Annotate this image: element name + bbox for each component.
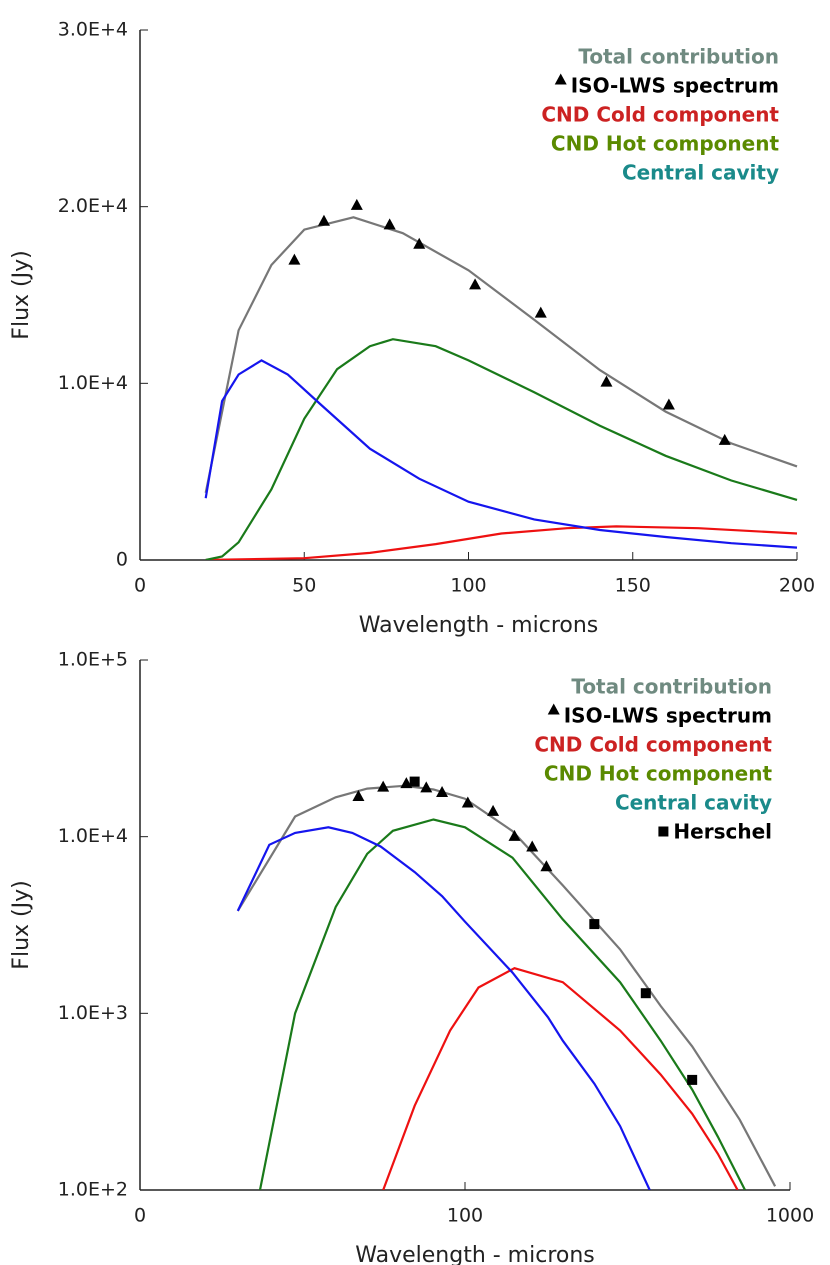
scatter-point: [436, 785, 449, 797]
scatter-point: [409, 776, 420, 787]
x-tick-label: 0: [134, 1205, 146, 1227]
legend-label: CND Cold component: [534, 733, 772, 757]
y-tick-label: 3.0E+4: [58, 19, 128, 41]
scatter-point: [662, 398, 675, 410]
legend-label: ISO-LWS spectrum: [564, 704, 772, 728]
line-series: [258, 818, 746, 1190]
legend-label: Total contribution: [571, 675, 772, 699]
scatter-point: [718, 433, 731, 445]
y-tick-label: 1.0E+4: [58, 372, 128, 394]
scatter-point: [600, 375, 613, 387]
x-tick-label: 1000: [766, 1205, 814, 1227]
scatter-point: [352, 789, 365, 801]
scatter-point: [469, 278, 482, 290]
scatter-point: [350, 198, 363, 210]
scatter-point: [640, 988, 651, 999]
x-axis-label: Wavelength - microns: [355, 1243, 595, 1265]
scatter-point: [383, 218, 396, 230]
legend-marker: [554, 73, 567, 85]
scatter-point: [589, 919, 600, 930]
scatter-point: [540, 860, 553, 872]
x-tick-label: 200: [779, 575, 815, 597]
line-series: [382, 967, 739, 1190]
scatter-point: [461, 796, 474, 808]
scatter-point: [400, 777, 413, 789]
y-tick-label: 1.0E+5: [58, 649, 128, 671]
legend-marker: [547, 703, 560, 715]
y-tick-label: 1.0E+2: [58, 1179, 128, 1201]
chart: 1.0E+2 1.0E+3 1.0E+4 1.0E+5 0 100 1000 Waveleng…: [9, 649, 814, 1265]
legend-label: CND Cold component: [541, 103, 779, 127]
scatter-point: [508, 829, 521, 841]
legend-label: ISO-LWS spectrum: [571, 74, 779, 98]
scatter-point: [413, 237, 426, 249]
scatter-point: [420, 781, 433, 793]
line-series: [204, 216, 798, 494]
x-tick-label: 0: [134, 575, 146, 597]
chart: 0 1.0E+4 2.0E+4 3.0E+4 0 50 100 150 200 Wavelengt…: [9, 19, 815, 639]
y-tick-label: 0: [116, 549, 128, 571]
legend-label: CND Hot component: [544, 762, 773, 786]
x-tick-label: 150: [615, 575, 651, 597]
x-tick-label: 100: [447, 1205, 483, 1227]
line-series: [236, 826, 651, 1190]
legend-marker: [658, 826, 669, 837]
line-series: [204, 359, 798, 549]
line-series: [205, 338, 798, 560]
scatter-point: [687, 1074, 698, 1085]
legend-label: Central cavity: [615, 791, 772, 815]
legend-label: Herschel: [673, 820, 772, 844]
line-series: [205, 525, 798, 560]
line-series: [236, 784, 777, 1187]
scatter-point: [487, 804, 500, 816]
y-axis-label: Flux (Jy): [9, 880, 34, 969]
y-tick-label: 1.0E+3: [58, 1002, 128, 1024]
x-tick-label: 100: [450, 575, 486, 597]
scatter-point: [534, 306, 547, 318]
x-axis-label: Wavelength - microns: [359, 613, 599, 638]
scatter-point: [377, 780, 390, 792]
legend-label: Central cavity: [622, 161, 779, 185]
legend-label: CND Hot component: [551, 132, 780, 156]
y-tick-label: 1.0E+4: [58, 825, 128, 847]
scatter-point: [288, 253, 301, 265]
y-tick-label: 2.0E+4: [58, 195, 128, 217]
scatter-point: [317, 214, 330, 226]
legend-label: Total contribution: [578, 45, 779, 69]
x-tick-label: 50: [292, 575, 316, 597]
scatter-point: [526, 840, 539, 852]
y-axis-label: Flux (Jy): [9, 250, 34, 339]
